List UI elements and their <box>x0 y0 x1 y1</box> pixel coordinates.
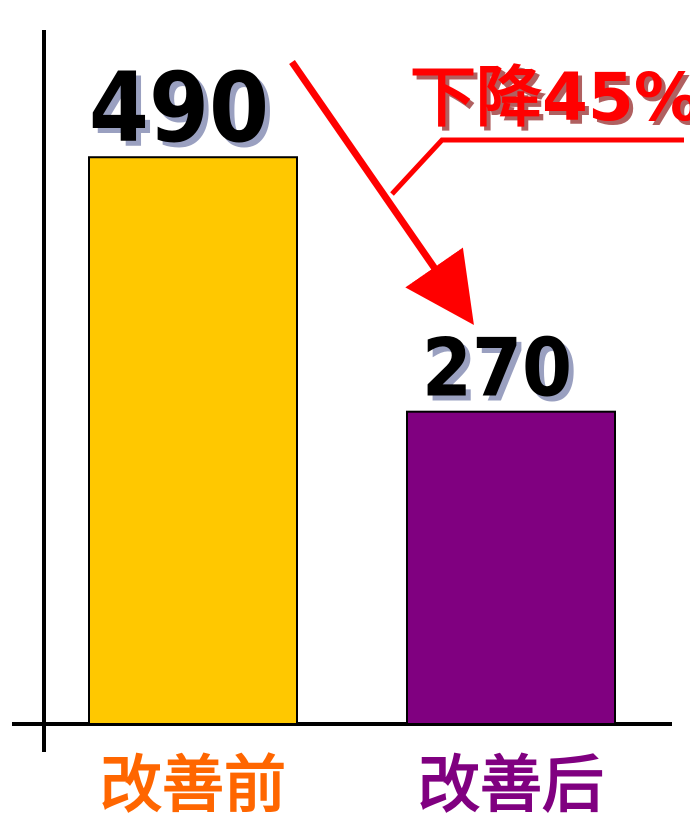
value-label-before: 490 <box>89 52 269 164</box>
callout-text: 下降45% <box>410 59 690 136</box>
value-label-after: 270 <box>422 322 572 415</box>
callout-text-shadow: 下降45% <box>414 63 690 140</box>
value-label-after-shadow: 270 <box>427 327 577 420</box>
category-label-before: 改善前 <box>100 748 286 819</box>
bar-after <box>406 410 616 725</box>
callout-leader-line <box>390 137 684 196</box>
decrease-arrow <box>289 60 474 326</box>
bar-before <box>88 156 298 725</box>
category-label-after: 改善后 <box>418 748 604 819</box>
value-label-before-shadow: 490 <box>94 57 274 169</box>
